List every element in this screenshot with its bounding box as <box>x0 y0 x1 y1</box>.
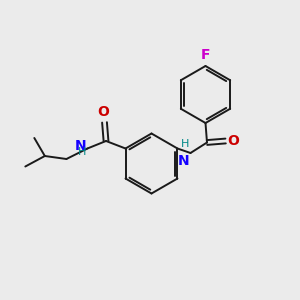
Text: H: H <box>181 140 189 149</box>
Text: O: O <box>97 105 109 119</box>
Text: F: F <box>201 48 210 62</box>
Text: N: N <box>178 154 189 168</box>
Text: O: O <box>228 134 240 148</box>
Text: H: H <box>77 147 86 157</box>
Text: N: N <box>74 139 86 152</box>
